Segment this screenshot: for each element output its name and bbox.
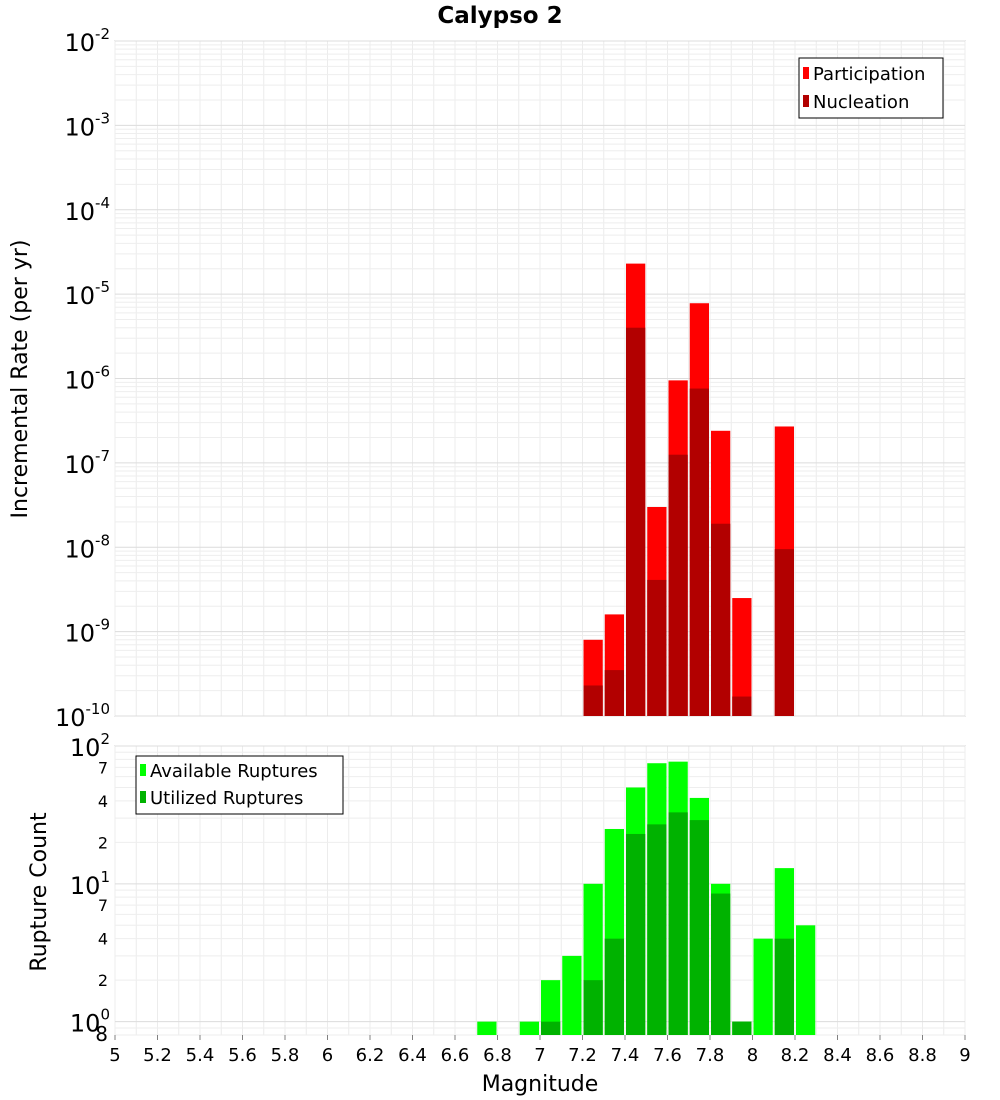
bottom-bar-utilized-ruptures bbox=[711, 893, 731, 1035]
top-bar-nucleation bbox=[711, 523, 731, 716]
bottom-bar-available-ruptures bbox=[541, 980, 561, 1035]
bottom-bar-utilized-ruptures bbox=[732, 1021, 752, 1035]
bottom-bar-utilized-ruptures bbox=[668, 812, 688, 1035]
bottom-y-axis-title: Rupture Count bbox=[27, 812, 52, 972]
bottom-bar-utilized-ruptures bbox=[541, 1021, 561, 1035]
bottom-bar-utilized-ruptures bbox=[774, 938, 794, 1035]
legend-label-nucleation: Nucleation bbox=[813, 92, 909, 113]
bottom-y-tick-label: 102 bbox=[70, 730, 110, 762]
x-tick-label: 7.8 bbox=[696, 1045, 725, 1066]
top-bar-nucleation bbox=[647, 579, 667, 716]
legend-swatch-nucleation bbox=[803, 95, 809, 107]
top-y-tick-label: 10-2 bbox=[64, 25, 110, 57]
x-tick-label: 7.6 bbox=[653, 1045, 682, 1066]
top-y-ticks: 10-2 10-3 10-4 10-5 10-6 10-7 10-8 10-9 10-10 bbox=[55, 25, 110, 732]
top-bars bbox=[583, 263, 794, 716]
bottom-bar-utilized-ruptures bbox=[626, 833, 646, 1035]
legend-swatch-available bbox=[140, 764, 146, 776]
top-legend-box bbox=[798, 57, 944, 119]
top-grid bbox=[114, 40, 966, 717]
x-tick-label: 7.4 bbox=[611, 1045, 640, 1066]
top-y-tick-label: 10-5 bbox=[64, 278, 110, 310]
bottom-bar-utilized-ruptures bbox=[583, 980, 603, 1035]
top-bar-nucleation bbox=[626, 327, 646, 716]
x-tick-label: 8 bbox=[747, 1045, 758, 1066]
x-tick-label: 6.8 bbox=[483, 1045, 512, 1066]
x-tick-label: 8.8 bbox=[908, 1045, 937, 1066]
x-tick-label: 6 bbox=[322, 1045, 333, 1066]
bottom-y-tick-label: 4 bbox=[98, 792, 108, 811]
legend-swatch-participation bbox=[803, 67, 809, 79]
top-bar-nucleation bbox=[583, 685, 603, 716]
top-y-tick-label: 10-10 bbox=[55, 700, 110, 732]
legend-label-participation: Participation bbox=[813, 64, 925, 85]
top-y-tick-label: 10-8 bbox=[64, 531, 110, 563]
top-y-tick-label: 10-3 bbox=[64, 109, 110, 141]
top-bar-nucleation bbox=[668, 454, 688, 716]
top-y-tick-label: 10-7 bbox=[64, 447, 110, 479]
top-bar-nucleation bbox=[689, 388, 709, 716]
bottom-bar-utilized-ruptures bbox=[689, 820, 709, 1035]
x-tick-label: 8.2 bbox=[781, 1045, 810, 1066]
top-y-tick-label: 10-9 bbox=[64, 616, 110, 648]
bottom-y-tick-label: 7 bbox=[98, 758, 108, 777]
bottom-bar-available-ruptures bbox=[477, 1021, 497, 1035]
bottom-y-tick-label: 8 bbox=[95, 1022, 108, 1046]
x-axis-title: Magnitude bbox=[482, 1072, 599, 1097]
bottom-bar-available-ruptures bbox=[753, 938, 773, 1035]
x-tick-label: 5.2 bbox=[143, 1045, 172, 1066]
x-tick-label: 5.4 bbox=[186, 1045, 215, 1066]
bottom-y-tick-label: 7 bbox=[98, 896, 108, 915]
bottom-bar-available-ruptures bbox=[796, 925, 816, 1035]
x-tick-label: 5.6 bbox=[228, 1045, 257, 1066]
x-tick-label: 7 bbox=[534, 1045, 545, 1066]
bottom-y-tick-label: 100 bbox=[70, 1006, 110, 1038]
top-bar-nucleation bbox=[774, 549, 794, 716]
bottom-bars bbox=[477, 761, 816, 1035]
bottom-bar-utilized-ruptures bbox=[604, 938, 624, 1035]
x-tick-label: 5 bbox=[109, 1045, 120, 1066]
top-y-axis-title: Incremental Rate (per yr) bbox=[8, 240, 33, 519]
top-bar-nucleation bbox=[732, 696, 752, 716]
bottom-y-tick-label: 4 bbox=[98, 930, 108, 949]
top-legend: Participation Nucleation bbox=[798, 57, 944, 119]
x-ticks: 5 5.2 5.4 5.6 5.8 6 6.2 6.4 6.6 6.8 7 7.2 7.4 7.6 7.8 8… bbox=[109, 1035, 971, 1066]
legend-label-utilized: Utilized Ruptures bbox=[150, 788, 303, 809]
top-bar-nucleation bbox=[604, 670, 624, 716]
bottom-y-tick-label: 2 bbox=[98, 971, 108, 990]
bottom-bar-available-ruptures bbox=[519, 1021, 539, 1035]
bottom-y-tick-label: 2 bbox=[98, 833, 108, 852]
legend-swatch-utilized bbox=[140, 791, 146, 803]
bottom-y-tick-label: 101 bbox=[70, 868, 110, 900]
x-tick-label: 7.2 bbox=[568, 1045, 597, 1066]
top-y-tick-label: 10-6 bbox=[64, 363, 110, 395]
top-plot: 10-2 10-3 10-4 10-5 10-6 10-7 10-8 10-9 10-10 In… bbox=[8, 25, 966, 732]
x-tick-label: 9 bbox=[959, 1045, 970, 1066]
chart-title: Calypso 2 bbox=[437, 3, 562, 29]
top-bar-participation bbox=[732, 598, 752, 716]
x-tick-label: 8.4 bbox=[823, 1045, 852, 1066]
x-tick-label: 5.8 bbox=[271, 1045, 300, 1066]
x-tick-label: 6.6 bbox=[441, 1045, 470, 1066]
bottom-bar-available-ruptures bbox=[562, 955, 582, 1035]
legend-label-available: Available Ruptures bbox=[150, 761, 318, 782]
bottom-legend: Available Ruptures Utilized Ruptures bbox=[135, 755, 344, 815]
bottom-legend-box bbox=[135, 755, 344, 815]
x-tick-label: 6.4 bbox=[398, 1045, 427, 1066]
x-tick-label: 8.6 bbox=[866, 1045, 895, 1066]
bottom-bar-utilized-ruptures bbox=[647, 824, 667, 1035]
x-tick-label: 6.2 bbox=[356, 1045, 385, 1066]
top-y-tick-label: 10-4 bbox=[64, 194, 110, 226]
